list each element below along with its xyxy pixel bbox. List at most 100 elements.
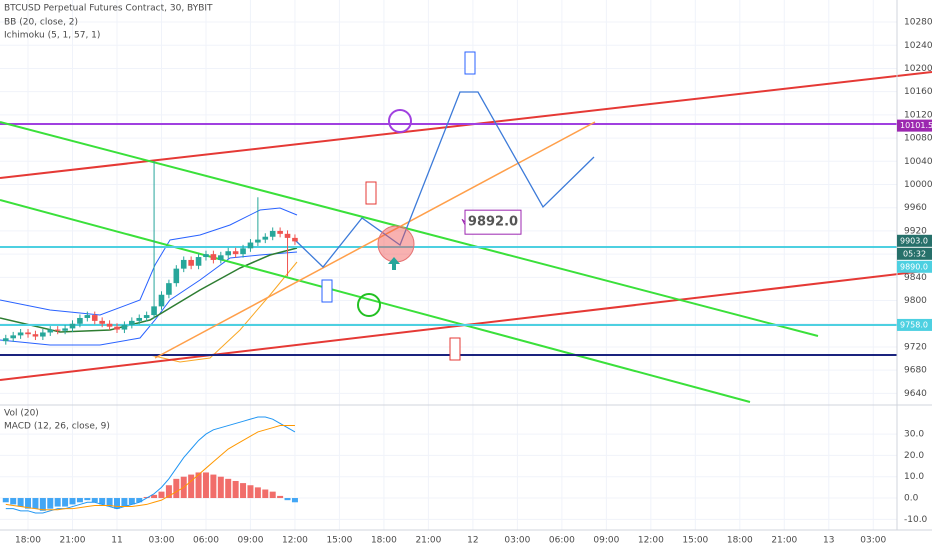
candle-body (166, 283, 172, 295)
candle-body (69, 323, 76, 329)
candle-body (10, 335, 16, 339)
histogram-bar (254, 487, 261, 499)
histogram-bar (188, 474, 195, 499)
signal-line (5, 425, 295, 511)
candle-body (218, 255, 224, 260)
histogram-bar (47, 498, 54, 509)
histogram-bar (76, 498, 83, 503)
indicator-label: Vol (20) (4, 409, 39, 419)
histogram-bar (158, 491, 165, 499)
candle-body (47, 329, 54, 333)
y-tick-label: 9920 (904, 226, 927, 236)
histogram-bar (121, 498, 128, 507)
candle-body (173, 268, 180, 284)
histogram-bar (247, 485, 254, 499)
x-tick-label: 12 (467, 536, 478, 546)
histogram-bar (106, 498, 113, 507)
histogram-bar (32, 498, 39, 509)
histogram-bar (39, 498, 46, 511)
histogram-bar (232, 480, 239, 499)
price-label-box (897, 119, 932, 132)
price-label-box (897, 318, 932, 331)
x-tick-label: 11 (111, 536, 122, 546)
y-tick-label: 10080 (904, 134, 932, 144)
highlight-circle (377, 225, 415, 263)
candle-body (143, 315, 150, 318)
y-tick-label: 9800 (904, 296, 927, 306)
candle-body (180, 259, 187, 269)
x-tick-label: 13 (823, 536, 834, 546)
histogram-bar (2, 498, 9, 503)
candle-body (292, 237, 298, 242)
histogram-bar (69, 498, 76, 505)
candle-body (195, 257, 202, 266)
candle-body (114, 326, 120, 330)
candle-body (284, 233, 291, 238)
price-label: 9758.0 (900, 320, 928, 329)
x-tick-label: 03:00 (149, 536, 175, 546)
x-tick-label: 09:00 (237, 536, 263, 546)
x-tick-label: 21:00 (415, 536, 441, 546)
bb-lower (0, 251, 298, 346)
candle-body (151, 306, 157, 316)
histogram-bar (284, 498, 291, 501)
callout-label: 9892.0 (468, 215, 518, 230)
frowny (357, 293, 381, 317)
candle-body (129, 320, 135, 325)
histogram-bar (136, 498, 143, 503)
histogram-bar (173, 478, 180, 499)
histogram-bar (195, 472, 202, 499)
histogram-bar (10, 498, 17, 505)
trend-line (0, 121, 819, 337)
candle-body (255, 239, 261, 243)
hand-icon (464, 51, 476, 75)
x-tick-label: 12:00 (282, 536, 308, 546)
candle-body (225, 251, 232, 256)
hand-icon (449, 337, 461, 361)
price-label: 10101.5 (900, 121, 932, 130)
x-tick-label: 21:00 (60, 536, 86, 546)
histogram-bar (210, 474, 217, 499)
x-tick-label: 21:00 (771, 536, 797, 546)
hand-icon (321, 279, 333, 303)
y-tick-label: 9640 (904, 389, 927, 399)
candle-body (99, 320, 105, 324)
y-tick-label: 10160 (904, 87, 932, 97)
candle-body (262, 236, 269, 240)
grid (0, 0, 897, 530)
y-tick-label: -10.0 (904, 515, 928, 525)
candle-body (32, 334, 39, 337)
x-tick-label: 12:00 (638, 536, 664, 546)
y-tick-label: 0.0 (904, 494, 919, 504)
histogram-bar (277, 495, 284, 499)
candle-body (232, 251, 239, 255)
trend-line (0, 199, 751, 403)
trend-line (154, 121, 596, 359)
y-tick-label: 10200 (904, 64, 932, 74)
y-tick-label: 10280 (904, 18, 932, 28)
histogram-bar (202, 472, 209, 499)
y-tick-label: 10120 (904, 110, 932, 120)
y-tick-label: 9960 (904, 203, 927, 213)
histogram-bar (84, 498, 91, 501)
x-tick-label: 03:00 (860, 536, 886, 546)
histogram-bar (151, 494, 158, 499)
price-label: 9890.0 (900, 262, 928, 271)
bb-upper (0, 207, 298, 316)
histogram-bar (99, 498, 106, 505)
price-label-box (897, 234, 932, 247)
y-tick-label: 9720 (904, 342, 927, 352)
y-tick-label: 9680 (904, 366, 927, 376)
histogram-bar (291, 498, 298, 503)
histogram-bar (128, 498, 135, 505)
y-tick-label: 20.0 (904, 451, 924, 461)
histogram-bar (269, 491, 276, 499)
projection-path (294, 91, 595, 268)
y-tick-label: 10040 (904, 157, 932, 167)
x-tick-label: 03:00 (504, 536, 530, 546)
histogram-bar (91, 498, 98, 503)
x-tick-label: 18:00 (727, 536, 753, 546)
histogram-bar (225, 478, 232, 499)
price-label: 9903.0 (900, 236, 928, 245)
